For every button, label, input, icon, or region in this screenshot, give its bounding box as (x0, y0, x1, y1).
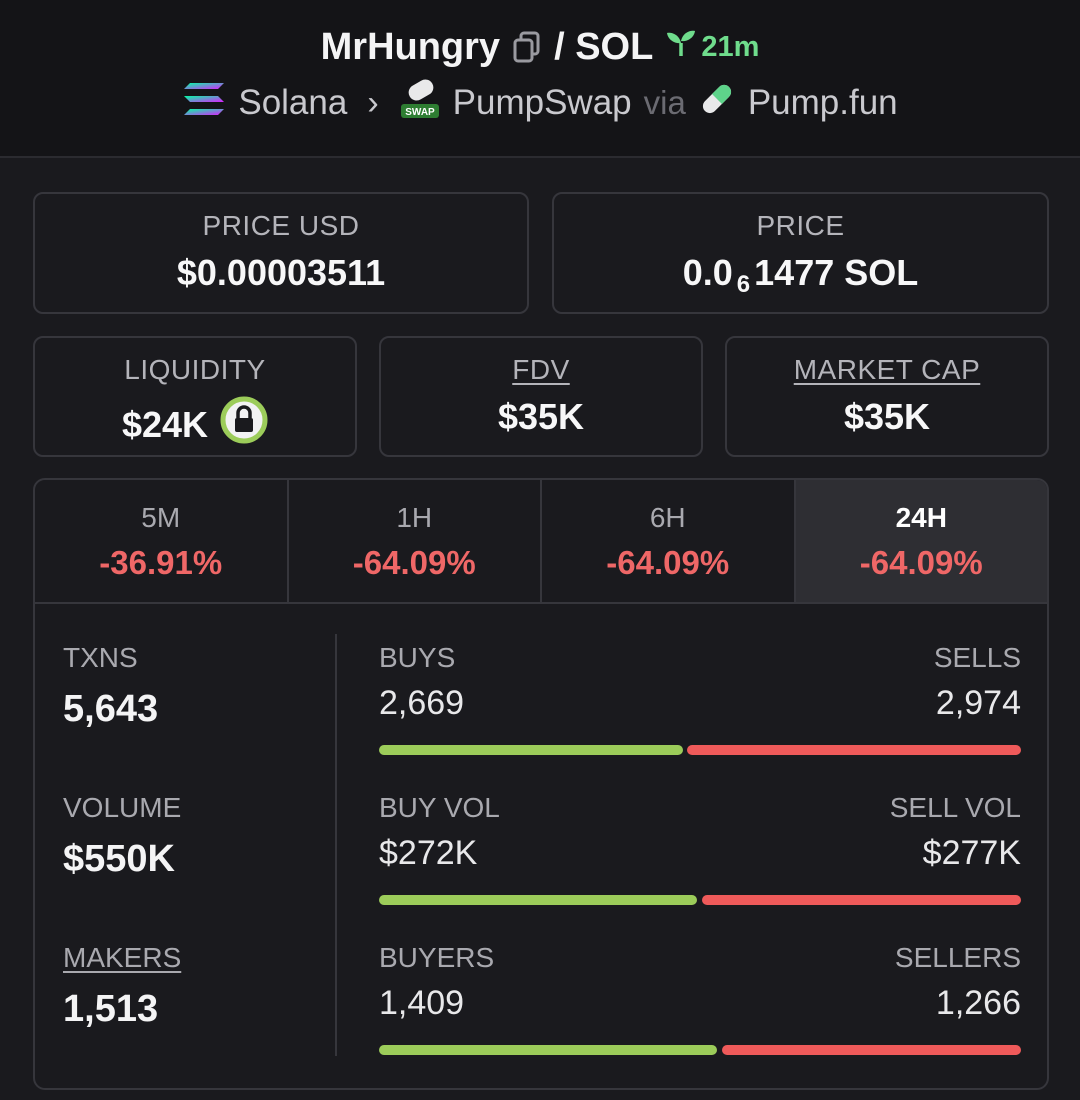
tab-label: 5M (141, 502, 181, 533)
pill-icon (698, 80, 736, 127)
title-row: MrHungry / SOL 21m (0, 22, 1080, 72)
buyers-sellers-stat: BUYERS SELLERS 1,409 1,266 (379, 942, 1021, 1072)
buyers-value: 1,409 (379, 984, 465, 1022)
fdv-label[interactable]: FDV (512, 354, 570, 385)
lock-icon[interactable] (220, 396, 268, 453)
price-usd-value: $0.00003511 (35, 252, 527, 294)
pumpswap-icon: SWAP (399, 78, 441, 129)
token-name: MrHungry (320, 25, 501, 68)
volume-bar (379, 895, 1021, 905)
sell-vol-bar-fill (702, 895, 1021, 905)
age-text: 21m (701, 30, 760, 63)
price-native-prefix: 0.0 (682, 252, 733, 293)
timeframe-tabs: 5M -36.91% 1H -64.09% 6H -64.09% 24H -64… (33, 478, 1049, 604)
price-usd-card: PRICE USD $0.00003511 (33, 192, 529, 314)
svg-text:SWAP: SWAP (405, 107, 435, 118)
sellers-value: 1,266 (935, 984, 1021, 1022)
tab-5m[interactable]: 5M -36.91% (35, 480, 289, 602)
age-badge: 21m (665, 28, 759, 66)
price-native-value: 0.0 6 1477 SOL (554, 252, 1047, 298)
market-cap-label[interactable]: MARKET CAP (793, 354, 981, 385)
sprout-icon (665, 28, 697, 66)
via-label: via (643, 84, 686, 121)
makers-value: 1,513 (63, 988, 159, 1030)
price-native-zero-count: 6 (736, 271, 751, 298)
transaction-stats: TXNS 5,643 VOLUME $550K MAKERS 1,513 BUY… (33, 602, 1049, 1090)
tab-label: 24H (895, 502, 947, 533)
market-cap-value: $35K (727, 396, 1047, 438)
volume-label: VOLUME (63, 792, 182, 823)
sellers-bar-fill (722, 1045, 1021, 1055)
txns-value: 5,643 (63, 688, 159, 730)
buys-value: 2,669 (379, 684, 465, 722)
fdv-amount: $35K (497, 396, 585, 437)
buyers-sellers-bar (379, 1045, 1021, 1055)
buyers-bar-fill (379, 1045, 717, 1055)
sell-vol-label: SELL VOL (889, 792, 1021, 823)
tab-change: -64.09% (859, 544, 983, 581)
price-native-card: PRICE 0.0 6 1477 SOL (552, 192, 1049, 314)
txns-label: TXNS (63, 642, 138, 673)
volume-value: $550K (63, 838, 175, 880)
tab-change: -36.91% (99, 544, 223, 581)
price-native-label: PRICE (756, 210, 845, 241)
sells-label: SELLS (933, 642, 1021, 673)
quote-token: / SOL (554, 25, 654, 68)
buyers-label: BUYERS (379, 942, 495, 973)
launchpad-link[interactable]: Pump.fun (747, 83, 898, 122)
buys-sells-stat: BUYS SELLS 2,669 2,974 (379, 642, 1021, 772)
price-native-suffix: 1477 SOL (754, 252, 919, 293)
market-cap-amount: $35K (843, 396, 931, 437)
sells-bar-fill (687, 745, 1021, 755)
txns-stat: TXNS 5,643 (63, 642, 158, 731)
buy-vol-label: BUY VOL (379, 792, 500, 823)
tab-label: 6H (649, 502, 686, 533)
tab-change: -64.09% (606, 544, 730, 581)
fdv-value: $35K (381, 396, 701, 438)
liquidity-amount: $24K (121, 403, 209, 445)
market-cap-card: MARKET CAP $35K (725, 336, 1049, 457)
sellers-label: SELLERS (894, 942, 1021, 973)
buy-sell-volume-stat: BUY VOL SELL VOL $272K $277K (379, 792, 1021, 922)
tab-24h[interactable]: 24H -64.09% (795, 480, 1047, 602)
price-usd-text: $0.00003511 (176, 252, 386, 293)
solana-icon (182, 80, 226, 127)
tab-6h[interactable]: 6H -64.09% (542, 480, 796, 602)
chevron-right-icon: › (367, 83, 379, 122)
buy-vol-bar-fill (379, 895, 697, 905)
chain-breadcrumb: Solana › SWAP PumpSwap via Pump.fun (0, 78, 1080, 128)
buys-label: BUYS (379, 642, 456, 673)
sells-value: 2,974 (935, 684, 1021, 722)
liquidity-label: LIQUIDITY (124, 354, 266, 385)
pair-header: MrHungry / SOL 21m Solana › SWAP PumpSwa… (0, 0, 1080, 158)
buys-sells-bar (379, 745, 1021, 755)
stats-divider (335, 634, 337, 1056)
liquidity-value: $24K (35, 396, 355, 453)
liquidity-card: LIQUIDITY $24K (33, 336, 357, 457)
tab-change: -64.09% (352, 544, 476, 581)
buys-bar-fill (379, 745, 683, 755)
chain-link[interactable]: Solana (238, 83, 348, 122)
makers-stat: MAKERS 1,513 (63, 942, 181, 1031)
makers-label[interactable]: MAKERS (63, 942, 182, 973)
tab-label: 1H (396, 502, 433, 533)
copy-icon[interactable] (512, 31, 542, 63)
volume-stat: VOLUME $550K (63, 792, 181, 881)
price-usd-label: PRICE USD (202, 210, 360, 241)
sell-vol-value: $277K (922, 834, 1021, 872)
dex-link[interactable]: PumpSwap (452, 83, 632, 122)
tab-1h[interactable]: 1H -64.09% (289, 480, 542, 602)
fdv-card: FDV $35K (379, 336, 703, 457)
buy-vol-value: $272K (379, 834, 478, 872)
